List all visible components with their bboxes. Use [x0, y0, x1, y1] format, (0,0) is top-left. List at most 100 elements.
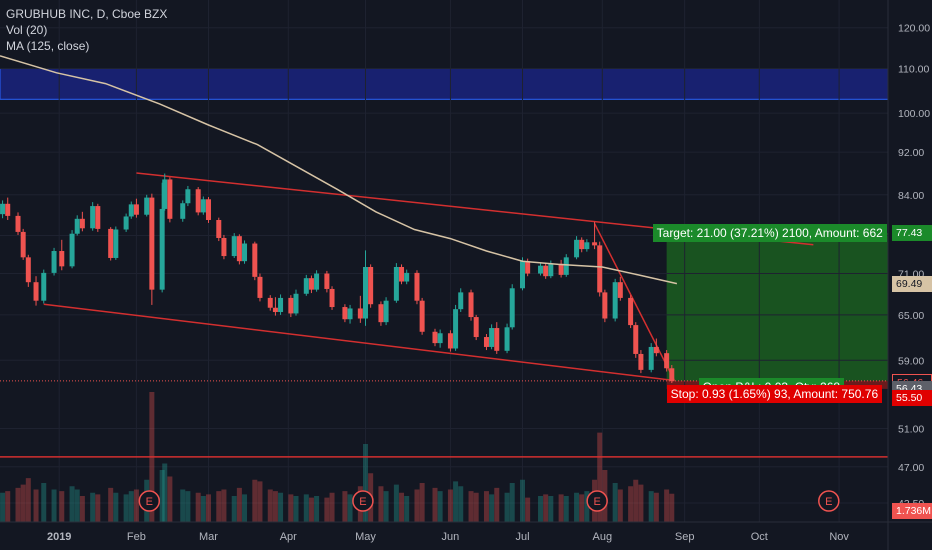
candle[interactable]: [342, 304, 348, 323]
moving-average-line[interactable]: [0, 55, 678, 285]
candle[interactable]: [231, 233, 237, 258]
candle[interactable]: [357, 295, 363, 323]
lower-channel-line[interactable]: [43, 303, 675, 382]
candle[interactable]: [51, 247, 57, 276]
candle[interactable]: [543, 263, 549, 279]
candle[interactable]: [221, 234, 227, 260]
candle[interactable]: [628, 295, 634, 329]
candle[interactable]: [399, 264, 405, 285]
candle[interactable]: [185, 185, 191, 207]
earnings-event-marker[interactable]: E: [352, 490, 374, 512]
candle[interactable]: [74, 215, 80, 236]
candle[interactable]: [41, 269, 47, 304]
candle[interactable]: [113, 226, 119, 260]
candle[interactable]: [329, 286, 335, 310]
candle[interactable]: [648, 343, 654, 373]
candle[interactable]: [432, 328, 438, 347]
candle[interactable]: [584, 239, 590, 252]
candle[interactable]: [293, 289, 299, 316]
candle[interactable]: [419, 297, 425, 335]
candle[interactable]: [393, 263, 399, 303]
candle[interactable]: [33, 276, 39, 306]
candle[interactable]: [123, 213, 129, 232]
candle[interactable]: [504, 323, 510, 354]
candle[interactable]: [612, 278, 618, 322]
candle[interactable]: [216, 217, 222, 242]
candle[interactable]: [404, 269, 410, 285]
candle[interactable]: [159, 182, 165, 293]
earnings-event-marker[interactable]: E: [818, 490, 840, 512]
volume-indicator-label[interactable]: Vol (20): [6, 23, 48, 37]
candle[interactable]: [95, 203, 101, 232]
resistance-zone[interactable]: [0, 67, 889, 100]
candle[interactable]: [362, 250, 368, 326]
candle[interactable]: [437, 329, 443, 348]
candle[interactable]: [272, 297, 278, 316]
candle[interactable]: [180, 200, 186, 222]
steep-trendline[interactable]: [593, 223, 676, 381]
candle[interactable]: [324, 270, 330, 293]
candle[interactable]: [90, 202, 96, 231]
ma-indicator-label[interactable]: MA (125, close): [6, 39, 90, 53]
candle[interactable]: [494, 322, 500, 354]
candle[interactable]: [200, 196, 206, 215]
candle[interactable]: [633, 322, 639, 358]
candle[interactable]: [15, 212, 21, 235]
candle[interactable]: [257, 273, 263, 302]
candle[interactable]: [538, 262, 544, 276]
candle[interactable]: [278, 294, 284, 315]
candle[interactable]: [20, 228, 26, 260]
candle[interactable]: [414, 270, 420, 305]
candle[interactable]: [308, 275, 314, 294]
candle[interactable]: [368, 264, 374, 308]
candle[interactable]: [195, 187, 201, 216]
candle[interactable]: [242, 240, 248, 264]
candle[interactable]: [205, 197, 211, 223]
candle[interactable]: [597, 241, 603, 297]
candle[interactable]: [483, 334, 489, 351]
candle[interactable]: [108, 227, 114, 261]
candle[interactable]: [252, 241, 258, 281]
candle[interactable]: [69, 230, 75, 269]
candle[interactable]: [509, 284, 515, 330]
earnings-event-marker[interactable]: E: [586, 490, 608, 512]
candle[interactable]: [288, 295, 294, 318]
price-axis[interactable]: [888, 0, 932, 550]
candle[interactable]: [669, 365, 675, 384]
candle[interactable]: [128, 201, 134, 219]
candle[interactable]: [664, 350, 670, 372]
symbol-title[interactable]: GRUBHUB INC, D, Cboe BZX: [6, 7, 168, 21]
candle[interactable]: [653, 338, 659, 357]
candle[interactable]: [314, 270, 320, 292]
candle[interactable]: [579, 237, 585, 253]
candle[interactable]: [468, 289, 474, 321]
candle[interactable]: [149, 193, 155, 305]
candle[interactable]: [347, 304, 353, 324]
candle[interactable]: [592, 221, 598, 250]
candle[interactable]: [0, 200, 6, 219]
candle[interactable]: [144, 194, 150, 217]
candle[interactable]: [162, 173, 168, 211]
candle[interactable]: [79, 211, 85, 232]
earnings-event-marker[interactable]: E: [138, 490, 161, 512]
candle[interactable]: [133, 198, 139, 218]
stop-label[interactable]: Stop: 0.93 (1.65%) 93, Amount: 750.76: [666, 384, 883, 403]
candle[interactable]: [473, 314, 479, 341]
candle[interactable]: [447, 330, 453, 352]
candle[interactable]: [458, 288, 464, 313]
candle[interactable]: [520, 257, 526, 291]
candle[interactable]: [25, 254, 31, 287]
target-label[interactable]: Target: 21.00 (37.21%) 2100, Amount: 662: [652, 223, 887, 242]
candle[interactable]: [267, 295, 273, 311]
candle[interactable]: [236, 234, 242, 265]
candle[interactable]: [383, 297, 389, 326]
candle[interactable]: [303, 274, 309, 296]
candle[interactable]: [602, 289, 608, 323]
candle[interactable]: [167, 177, 173, 223]
target-zone[interactable]: [666, 232, 888, 381]
candle[interactable]: [558, 259, 564, 278]
candle[interactable]: [489, 324, 495, 350]
candle[interactable]: [638, 350, 644, 374]
candle[interactable]: [617, 276, 623, 301]
